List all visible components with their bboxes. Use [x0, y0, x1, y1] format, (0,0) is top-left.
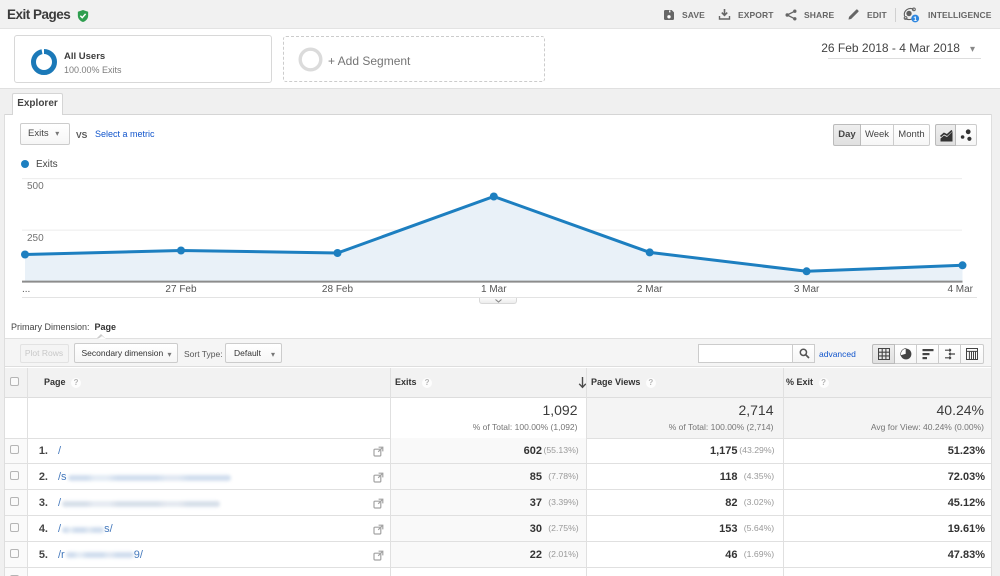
- svg-text:1: 1: [913, 16, 917, 23]
- svg-text:...: ...: [22, 284, 30, 295]
- svg-text:4 Mar: 4 Mar: [947, 284, 973, 295]
- svg-text:27 Feb: 27 Feb: [165, 284, 197, 295]
- svg-text:1 Mar: 1 Mar: [481, 284, 507, 295]
- svg-text:500: 500: [27, 181, 44, 192]
- svg-text:2 Mar: 2 Mar: [637, 284, 663, 295]
- svg-text:250: 250: [27, 233, 44, 244]
- svg-text:3 Mar: 3 Mar: [794, 284, 820, 295]
- svg-text:28 Feb: 28 Feb: [322, 284, 354, 295]
